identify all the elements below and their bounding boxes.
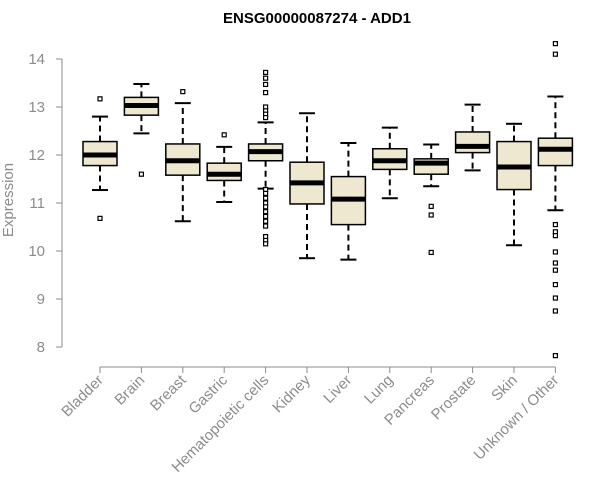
outlier-point (263, 241, 269, 247)
box-group (413, 143, 449, 256)
outlier-point (263, 69, 269, 76)
x-tick-label: Prostate (428, 372, 480, 424)
box-group (537, 41, 574, 359)
outlier-point (428, 249, 434, 256)
outlier-point (428, 212, 434, 218)
outlier-point (552, 308, 559, 314)
outlier-point (263, 204, 269, 210)
outlier-point (221, 132, 227, 138)
outlier-point (263, 218, 269, 224)
x-tick-label: Brain (111, 372, 148, 409)
outlier-point (552, 260, 559, 266)
outlier-point (552, 222, 559, 228)
outlier-point (263, 89, 269, 96)
outlier-point (263, 75, 269, 81)
outlier-point (263, 81, 269, 88)
y-tick-label: 12 (28, 147, 45, 164)
outlier-point (180, 89, 186, 95)
outlier-point (97, 96, 103, 102)
outlier-point (552, 267, 559, 273)
outlier-point (263, 209, 269, 215)
y-axis: 8 9 10 11 12 13 14 (28, 51, 63, 356)
box-group (247, 69, 284, 247)
y-tick-label: 14 (28, 51, 45, 68)
box-group (123, 82, 160, 177)
outlier-point (263, 190, 269, 196)
outlier-point (552, 233, 559, 239)
box (454, 131, 491, 154)
outlier-point (263, 114, 269, 121)
outlier-point (552, 353, 559, 359)
y-tick-label: 13 (28, 99, 45, 116)
y-tick-label: 10 (28, 243, 45, 260)
chart-title: ENSG00000087274 - ADD1 (223, 10, 411, 27)
outlier-point (97, 215, 103, 221)
y-tick-label: 8 (37, 339, 45, 356)
x-tick-label: Bladder (58, 372, 107, 421)
y-axis-label: Expression (0, 163, 17, 237)
boxes (82, 41, 574, 359)
outlier-point (552, 249, 559, 255)
x-tick-label: Lung (361, 372, 397, 408)
outlier-point (263, 195, 269, 201)
x-tick-label: Breast (147, 371, 190, 414)
outlier-point (552, 295, 559, 301)
outlier-point (428, 203, 434, 209)
box-group (330, 142, 367, 261)
box-group (165, 89, 201, 223)
outlier-point (263, 223, 269, 229)
outlier-point (552, 51, 559, 57)
outlier-point (552, 282, 559, 288)
x-tick-label: Liver (320, 372, 355, 407)
box-group (496, 122, 532, 247)
y-tick-label: 11 (29, 195, 45, 212)
box-group (289, 112, 325, 260)
box-group (372, 126, 408, 200)
outlier-point (552, 41, 559, 47)
box-group (82, 96, 118, 221)
y-tick-label: 9 (37, 291, 45, 308)
box-group (206, 132, 242, 204)
outlier-point (263, 213, 269, 220)
outlier-point (138, 171, 144, 177)
x-tick-label: Kidney (269, 371, 314, 416)
x-tick-label: Skin (488, 372, 521, 405)
box (537, 137, 574, 167)
box-group (454, 103, 491, 172)
